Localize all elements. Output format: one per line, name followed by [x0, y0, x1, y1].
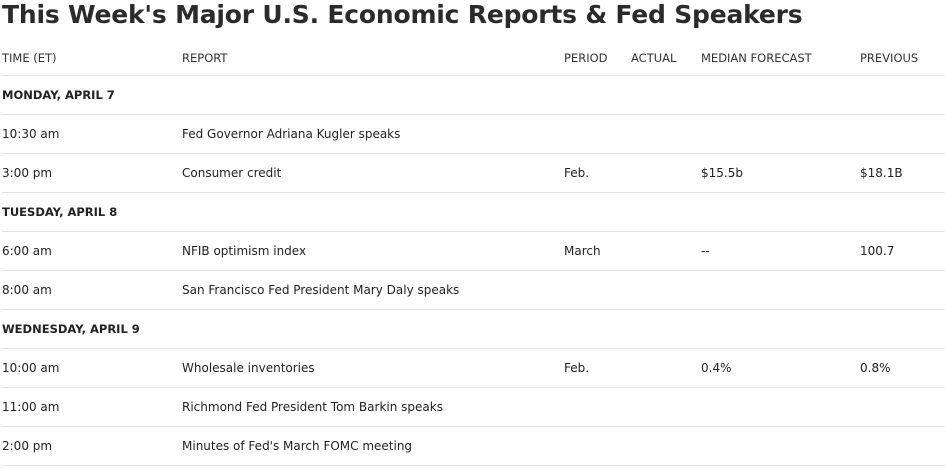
cell-forecast	[701, 426, 860, 466]
table-row: 10:30 am Fed Governor Adriana Kugler spe…	[2, 114, 945, 154]
cell-actual	[631, 231, 701, 271]
cell-time: 10:30 am	[2, 114, 182, 154]
table-row: 11:00 am Richmond Fed President Tom Bark…	[2, 387, 945, 427]
table-row: 10:00 am Wholesale inventories Feb. 0.4%…	[2, 348, 945, 388]
cell-time: 8:00 am	[2, 270, 182, 310]
cell-report: Consumer credit	[182, 153, 564, 193]
cell-actual	[631, 426, 701, 466]
cell-time: 10:00 am	[2, 348, 182, 388]
day-header-row: MONDAY, APRIL 7	[2, 75, 945, 115]
table-row: 3:00 pm Consumer credit Feb. $15.5b $18.…	[2, 153, 945, 193]
cell-period	[564, 426, 631, 466]
cell-report: Richmond Fed President Tom Barkin speaks	[182, 387, 564, 427]
day-header-row: WEDNESDAY, APRIL 9	[2, 309, 945, 349]
cell-time: 6:00 am	[2, 231, 182, 271]
cell-previous	[860, 387, 945, 427]
cell-time: 2:00 pm	[2, 426, 182, 466]
cell-period: March	[564, 231, 631, 271]
cell-actual	[631, 114, 701, 154]
cell-forecast	[701, 114, 860, 154]
column-header-period: PERIOD	[564, 41, 631, 76]
cell-actual	[631, 270, 701, 310]
cell-forecast: $15.5b	[701, 153, 860, 193]
cell-previous: 0.8%	[860, 348, 945, 388]
cell-forecast: --	[701, 231, 860, 271]
table-row: 8:00 am San Francisco Fed President Mary…	[2, 270, 945, 310]
cell-time: 3:00 pm	[2, 153, 182, 193]
cell-report: Wholesale inventories	[182, 348, 564, 388]
page-title: This Week's Major U.S. Economic Reports …	[2, 0, 803, 29]
column-header-previous: PREVIOUS	[860, 41, 945, 76]
cell-forecast: 0.4%	[701, 348, 860, 388]
cell-period: Feb.	[564, 348, 631, 388]
day-header-row: TUESDAY, APRIL 8	[2, 192, 945, 232]
cell-report: Fed Governor Adriana Kugler speaks	[182, 114, 564, 154]
column-header-median-forecast: MEDIAN FORECAST	[701, 41, 860, 76]
cell-forecast	[701, 387, 860, 427]
cell-report: San Francisco Fed President Mary Daly sp…	[182, 270, 564, 310]
cell-actual	[631, 387, 701, 427]
cell-time: 11:00 am	[2, 387, 182, 427]
table-header-row: TIME (ET) REPORT PERIOD ACTUAL MEDIAN FO…	[2, 41, 945, 76]
day-label: MONDAY, APRIL 7	[2, 75, 945, 115]
cell-actual	[631, 348, 701, 388]
cell-previous: 100.7	[860, 231, 945, 271]
cell-previous: $18.1B	[860, 153, 945, 193]
day-label: WEDNESDAY, APRIL 9	[2, 309, 945, 349]
cell-period	[564, 270, 631, 310]
cell-actual	[631, 153, 701, 193]
cell-period	[564, 387, 631, 427]
cell-previous	[860, 426, 945, 466]
cell-period: Feb.	[564, 153, 631, 193]
cell-previous	[860, 114, 945, 154]
cell-period	[564, 114, 631, 154]
cell-report: NFIB optimism index	[182, 231, 564, 271]
cell-report: Minutes of Fed's March FOMC meeting	[182, 426, 564, 466]
cell-previous	[860, 270, 945, 310]
table-row: 2:00 pm Minutes of Fed's March FOMC meet…	[2, 426, 945, 466]
day-label: TUESDAY, APRIL 8	[2, 192, 945, 232]
column-header-actual: ACTUAL	[631, 41, 701, 76]
column-header-time: TIME (ET)	[2, 41, 182, 76]
table-row: 6:00 am NFIB optimism index March -- 100…	[2, 231, 945, 271]
cell-forecast	[701, 270, 860, 310]
column-header-report: REPORT	[182, 41, 564, 76]
economic-reports-table: TIME (ET) REPORT PERIOD ACTUAL MEDIAN FO…	[2, 41, 945, 466]
